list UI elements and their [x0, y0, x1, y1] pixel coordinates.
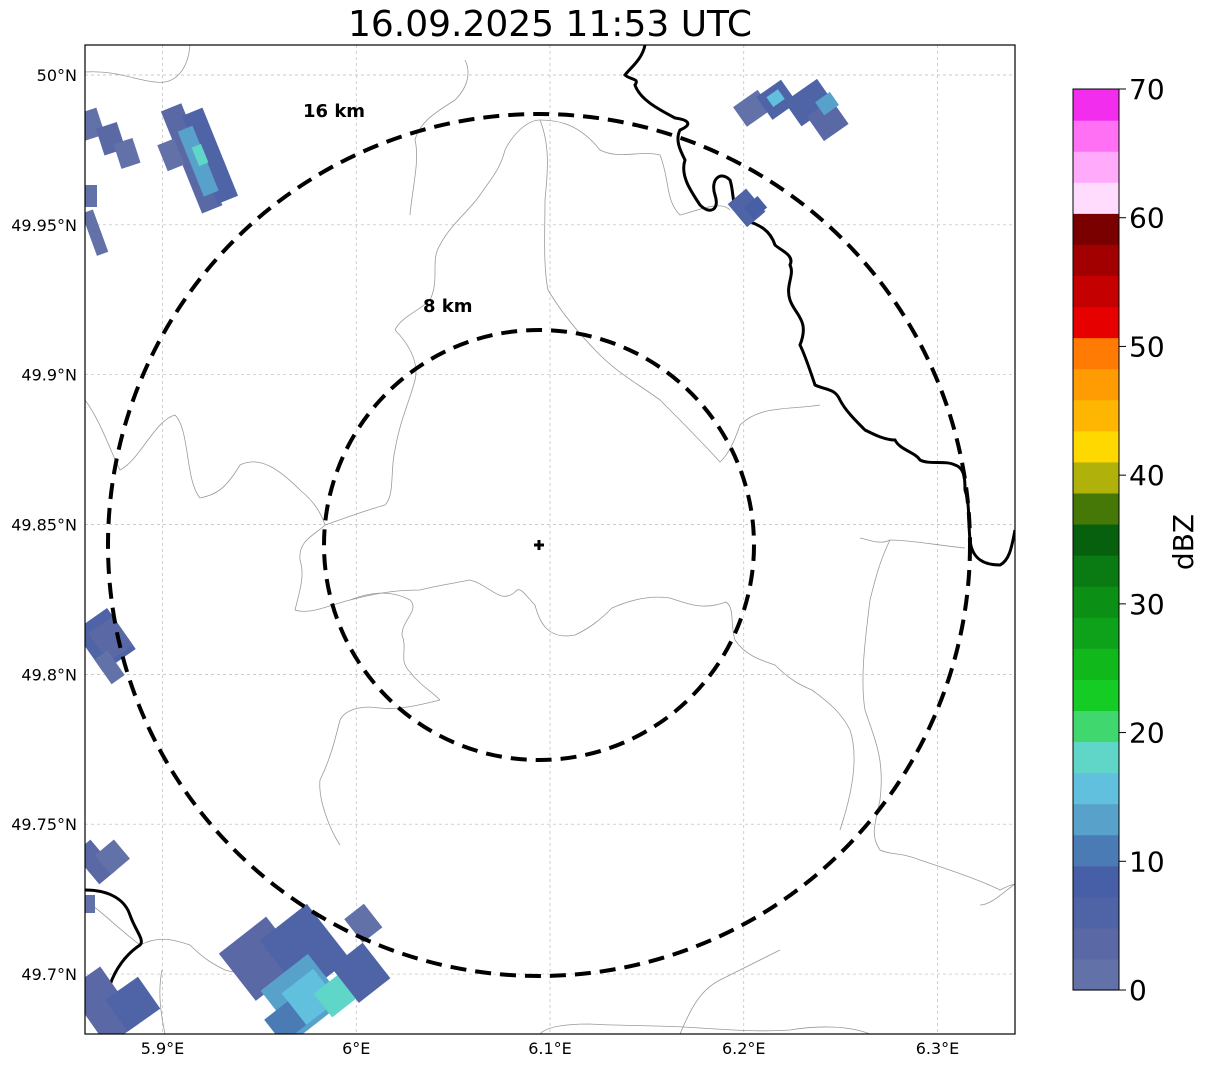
colorbar-segment — [1073, 399, 1119, 432]
colorbar-tick-label: 60 — [1129, 202, 1165, 235]
border-line — [394, 119, 541, 331]
ring-label-16km: 16 km — [303, 101, 365, 122]
plus-icon — [534, 540, 544, 550]
border-line — [679, 949, 781, 1034]
colorbar-tick-label: 20 — [1129, 717, 1165, 750]
colorbar-segment — [1073, 555, 1119, 587]
y-tick-label: 49.95°N — [11, 216, 77, 235]
colorbar-segment — [1073, 772, 1119, 805]
x-tick-label: 6.3°E — [916, 1039, 960, 1058]
colorbar-segment — [1073, 523, 1119, 556]
colorbar-segment — [1073, 834, 1119, 867]
y-tick-label: 49.8°N — [21, 665, 77, 684]
colorbar-tick-label: 0 — [1129, 974, 1147, 1007]
colorbar-segment — [1073, 461, 1119, 494]
colorbar-segment — [1073, 679, 1119, 711]
district-borders — [85, 45, 1015, 1034]
x-axis-ticks: 5.9°E 6°E 6.1°E 6.2°E 6.3°E — [141, 1039, 960, 1058]
colorbar-segment — [1073, 896, 1119, 929]
colorbar: 0 10 20 30 40 50 60 70 — [1072, 73, 1165, 1007]
map-frame — [84, 44, 1016, 1035]
colorbar-segment — [1073, 275, 1119, 308]
colorbar-segment — [1073, 337, 1119, 370]
range-ring-8km — [322, 328, 756, 762]
border-line — [159, 969, 166, 1034]
y-tick-label: 49.75°N — [11, 815, 77, 834]
x-tick-label: 6°E — [342, 1039, 370, 1058]
colorbar-segment — [1073, 586, 1119, 618]
x-tick-label: 5.9°E — [141, 1039, 185, 1058]
colorbar-segment — [1073, 151, 1119, 183]
radar-echoes — [85, 78, 849, 1034]
border-line — [859, 537, 966, 549]
y-tick-label: 49.7°N — [21, 965, 77, 984]
colorbar-tick-label: 50 — [1129, 330, 1165, 363]
colorbar-label: dBZ — [1167, 514, 1200, 570]
border-line — [324, 329, 417, 526]
colorbar-segment — [1073, 492, 1119, 525]
range-rings — [106, 112, 972, 978]
colorbar-segment — [1073, 182, 1119, 214]
colorbar-segment — [1073, 120, 1119, 152]
x-tick-label: 6.1°E — [528, 1039, 572, 1058]
y-tick-label: 49.9°N — [21, 366, 77, 385]
colorbar-segment — [1073, 865, 1119, 898]
border-line — [409, 59, 469, 216]
y-axis-ticks: 50°N 49.95°N 49.9°N 49.85°N 49.8°N 49.75°N 49.… — [11, 66, 77, 984]
colorbar-segment — [1073, 368, 1119, 401]
colorbar-segment — [1073, 958, 1119, 991]
ring-label-8km: 8 km — [423, 296, 473, 317]
range-ring-16km — [106, 112, 972, 978]
colorbar-segment — [1073, 927, 1119, 960]
x-tick-label: 6.2°E — [722, 1039, 766, 1058]
border-line — [979, 883, 1015, 906]
border-line — [862, 539, 1015, 891]
border-line — [539, 119, 821, 463]
border-line — [85, 45, 191, 83]
border-line — [319, 699, 441, 846]
y-tick-label: 50°N — [37, 66, 77, 85]
border-line — [811, 689, 855, 831]
colorbar-tick-label: 10 — [1129, 845, 1165, 878]
border-line — [294, 524, 441, 701]
colorbar-segment — [1073, 648, 1119, 680]
colorbar-segment — [1073, 89, 1119, 121]
colorbar-segment — [1073, 430, 1119, 463]
colorbar-tick-label: 70 — [1129, 73, 1165, 106]
map-title: 16.09.2025 11:53 UTC — [347, 4, 753, 45]
colorbar-segment — [1073, 213, 1119, 245]
colorbar-segment — [1073, 306, 1119, 339]
colorbar-tick-label: 30 — [1129, 588, 1165, 621]
colorbar-segment — [1073, 741, 1119, 774]
border-line — [539, 119, 731, 216]
colorbar-segment — [1073, 710, 1119, 743]
border-line — [349, 579, 813, 691]
colorbar-tick-label: 40 — [1129, 459, 1165, 492]
border-line — [539, 1023, 871, 1034]
colorbar-frame — [1072, 88, 1120, 991]
colorbar-segment — [1073, 803, 1119, 836]
colorbar-segment — [1073, 617, 1119, 649]
border-line — [85, 399, 326, 526]
colorbar-segment — [1073, 244, 1119, 277]
y-tick-label: 49.85°N — [11, 516, 77, 535]
